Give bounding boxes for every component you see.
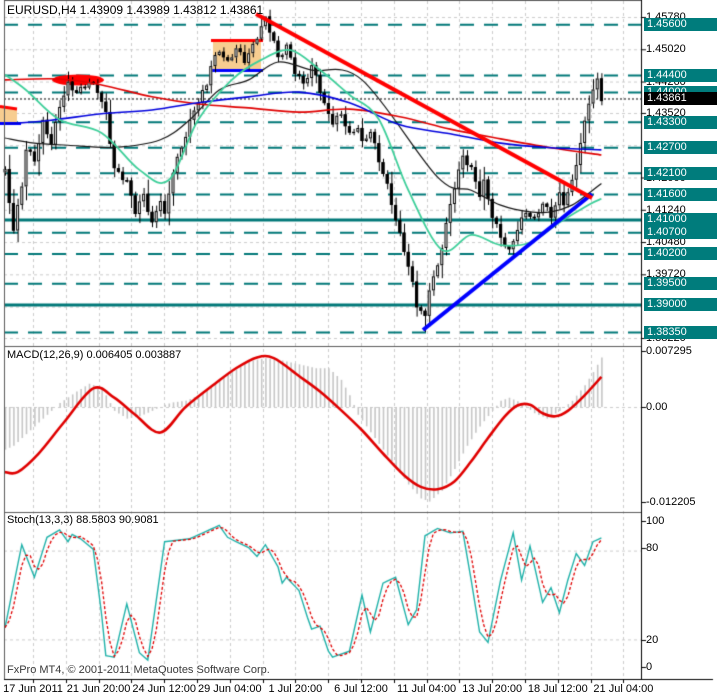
time-axis-label: 6 Jul 12:00 [334, 683, 388, 695]
time-axis-label: 24 Jun 12:00 [132, 683, 196, 695]
macd-scale-label: -0.012205 [646, 496, 696, 508]
time-axis-label: 18 Jul 12:00 [527, 683, 588, 695]
current-price-badge: 1.43861 [644, 91, 717, 105]
macd-scale-label: 0.007295 [646, 345, 692, 357]
price-level-badge: 1.40200 [644, 247, 717, 261]
time-axis-label: 21 Jun 20:00 [66, 683, 131, 695]
stoch-indicator-label: Stoch(13,3,3) 88.5803 90.9081 [7, 514, 159, 526]
stoch-scale-label: 20 [646, 634, 659, 646]
copyright-text: FxPro MT4, © 2001-2011 MetaQuotes Softwa… [7, 664, 270, 676]
price-level-badge: 1.44400 [644, 69, 717, 83]
price-level-badge: 1.39000 [644, 298, 717, 312]
time-axis-label: 21 Jul 04:00 [593, 683, 654, 695]
price-level-badge: 1.42700 [644, 141, 717, 155]
chart-title: EURUSD,H4 1.43909 1.43989 1.43812 1.4386… [7, 3, 264, 17]
price-axis-label: 1.41240 [646, 203, 686, 216]
stoch-scale-label: 80 [646, 542, 659, 554]
macd-scale-label: 0.00 [646, 401, 668, 413]
time-axis-label: 13 Jul 20:00 [462, 683, 523, 695]
time-axis-label: 1 Jul 20:00 [268, 683, 323, 695]
price-level-badge: 1.45600 [644, 18, 717, 32]
price-level-badge: 1.40700 [644, 226, 717, 240]
price-level-badge: 1.41000 [644, 213, 717, 227]
price-axis-label: 1.45020 [646, 43, 686, 56]
stoch-scale-label: 100 [646, 515, 665, 527]
time-axis-label: 11 Jul 04:00 [397, 683, 457, 695]
time-axis-label: 17 Jun 2011 [3, 683, 63, 695]
price-level-badge: 1.41600 [644, 187, 717, 201]
price-level-badge: 1.43300 [644, 115, 717, 129]
macd-indicator-label: MACD(12,26,9) 0.006405 0.003887 [7, 349, 182, 361]
stoch-scale-label: 0 [646, 661, 653, 673]
price-level-badge: 1.42100 [644, 166, 717, 180]
time-axis-label: 29 Jun 04:00 [197, 683, 262, 695]
price-level-badge: 1.38350 [644, 325, 717, 339]
price-level-badge: 1.39500 [644, 277, 717, 291]
